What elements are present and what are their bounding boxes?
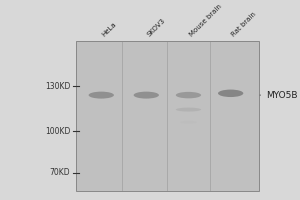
Text: Mouse brain: Mouse brain — [188, 3, 223, 37]
Ellipse shape — [176, 92, 201, 98]
Ellipse shape — [88, 92, 114, 99]
Bar — [76, 41, 259, 191]
Ellipse shape — [180, 121, 197, 124]
Text: 130KD: 130KD — [45, 82, 70, 91]
Ellipse shape — [134, 92, 159, 99]
Text: Rat brain: Rat brain — [231, 10, 257, 37]
Ellipse shape — [176, 108, 201, 112]
Text: 70KD: 70KD — [50, 168, 70, 177]
Text: HeLa: HeLa — [101, 21, 118, 37]
Text: 100KD: 100KD — [45, 127, 70, 136]
Text: MYO5B: MYO5B — [260, 91, 297, 100]
Ellipse shape — [218, 90, 243, 97]
Bar — [76, 41, 259, 191]
Text: SKOV3: SKOV3 — [146, 17, 167, 37]
